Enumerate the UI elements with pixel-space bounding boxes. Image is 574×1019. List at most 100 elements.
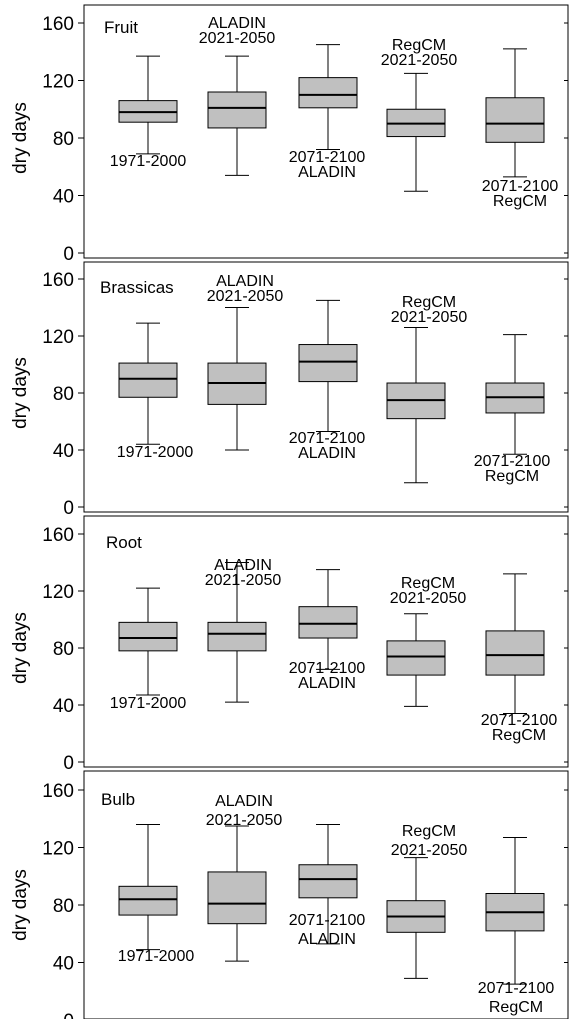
box-annotation: RegCM xyxy=(489,999,543,1016)
y-tick-label: 120 xyxy=(42,327,74,348)
y-tick-label: 40 xyxy=(53,187,74,208)
iqr-box xyxy=(298,344,358,383)
plot-frame xyxy=(83,770,569,1019)
iqr-box xyxy=(207,91,267,129)
y-tick-label: 160 xyxy=(42,14,74,35)
y-tick-label: 0 xyxy=(63,1011,74,1019)
box-annotation: 2071-2100 xyxy=(482,178,559,195)
iqr-box xyxy=(298,864,358,899)
y-tick-label: 40 xyxy=(53,954,74,975)
y-tick-label: 120 xyxy=(42,72,74,93)
box-annotation: 2071-2100 xyxy=(474,453,551,470)
box-annotation: 2021-2050 xyxy=(206,812,283,829)
box-annotation: ALADIN xyxy=(298,445,356,462)
box-annotation: ALADIN xyxy=(208,15,266,32)
box-5 xyxy=(485,334,545,455)
plot-frame xyxy=(83,515,569,768)
iqr-box xyxy=(207,871,267,925)
box-annotation: 2021-2050 xyxy=(205,572,282,589)
box-1 xyxy=(118,55,178,155)
iqr-box xyxy=(386,640,446,676)
box-annotation: 2021-2050 xyxy=(390,590,467,607)
panel-title: Root xyxy=(106,533,142,552)
box-annotation: ALADIN xyxy=(216,273,274,290)
box-4 xyxy=(386,613,446,707)
box-annotation: 2071-2100 xyxy=(289,660,366,677)
box-annotation: RegCM xyxy=(392,37,446,54)
panel-title: Bulb xyxy=(101,790,135,809)
box-2 xyxy=(207,307,267,451)
iqr-box xyxy=(298,77,358,109)
box-2 xyxy=(207,55,267,176)
y-axis-label: dry days xyxy=(10,869,31,941)
y-axis-label: dry days xyxy=(10,612,31,684)
box-annotation: RegCM xyxy=(485,468,539,485)
box-annotation: ALADIN xyxy=(298,675,356,692)
iqr-box xyxy=(485,630,545,676)
box-4 xyxy=(386,857,446,979)
box-3 xyxy=(298,824,358,945)
box-annotation: 1971-2000 xyxy=(110,153,187,170)
box-annotation: 2071-2100 xyxy=(289,912,366,929)
box-1 xyxy=(118,824,178,951)
box-annotation: 2021-2050 xyxy=(391,309,468,326)
box-annotation: ALADIN xyxy=(298,931,356,948)
box-annotation: RegCM xyxy=(402,294,456,311)
box-annotation: 2021-2050 xyxy=(207,288,284,305)
box-3 xyxy=(298,569,358,670)
plot-frame xyxy=(83,4,569,259)
plot-frame xyxy=(83,261,569,513)
y-axis-label: dry days xyxy=(10,102,31,174)
y-tick-label: 40 xyxy=(53,441,74,462)
box-annotation: 2021-2050 xyxy=(381,52,458,69)
y-tick-label: 80 xyxy=(53,896,74,917)
y-tick-label: 40 xyxy=(53,696,74,717)
y-tick-label: 120 xyxy=(42,582,74,603)
box-3 xyxy=(298,299,358,432)
iqr-box xyxy=(207,621,267,652)
box-annotation: 1971-2000 xyxy=(118,948,195,965)
box-4 xyxy=(386,72,446,192)
y-tick-label: 80 xyxy=(53,384,74,405)
box-2 xyxy=(207,562,267,703)
box-annotation: ALADIN xyxy=(298,164,356,181)
box-annotation: 2021-2050 xyxy=(199,30,276,47)
box-annotation: 1971-2000 xyxy=(110,695,187,712)
box-1 xyxy=(118,587,178,696)
y-tick-label: 160 xyxy=(42,781,74,802)
iqr-box xyxy=(118,362,178,398)
box-5 xyxy=(485,48,545,178)
box-4 xyxy=(386,326,446,484)
panel-bulb: 0 40 80 120 160 dry days Bulb 1971-2000 ALADIN 20… xyxy=(10,770,569,1019)
box-annotation: RegCM xyxy=(401,575,455,592)
box-annotation: 2021-2050 xyxy=(391,842,468,859)
box-annotation: RegCM xyxy=(492,727,546,744)
iqr-box xyxy=(118,885,178,916)
panel-brassicas: 0 40 80 120 160 dry days Brassicas 1971-2000 ALA… xyxy=(10,261,569,519)
y-axis-label: dry days xyxy=(10,357,31,429)
box-annotation: 2071-2100 xyxy=(289,430,366,447)
box-annotation: RegCM xyxy=(402,823,456,840)
panel-title: Brassicas xyxy=(100,278,174,297)
iqr-box xyxy=(118,621,178,652)
iqr-box xyxy=(298,606,358,639)
box-5 xyxy=(485,573,545,715)
y-tick-label: 0 xyxy=(63,244,74,265)
y-tick-label: 0 xyxy=(63,753,74,774)
box-annotation: ALADIN xyxy=(214,557,272,574)
y-tick-label: 80 xyxy=(53,639,74,660)
y-tick-label: 80 xyxy=(53,129,74,150)
box-annotation: 1971-2000 xyxy=(117,444,194,461)
box-3 xyxy=(298,44,358,150)
box-5 xyxy=(485,836,545,985)
box-annotation: ALADIN xyxy=(215,793,273,810)
y-tick-label: 160 xyxy=(42,270,74,291)
box-1 xyxy=(118,322,178,445)
iqr-box xyxy=(485,97,545,143)
box-2 xyxy=(207,825,267,962)
panel-title: Fruit xyxy=(104,18,138,37)
box-annotation: 2071-2100 xyxy=(289,149,366,166)
y-tick-label: 0 xyxy=(63,498,74,519)
y-tick-label: 160 xyxy=(42,525,74,546)
